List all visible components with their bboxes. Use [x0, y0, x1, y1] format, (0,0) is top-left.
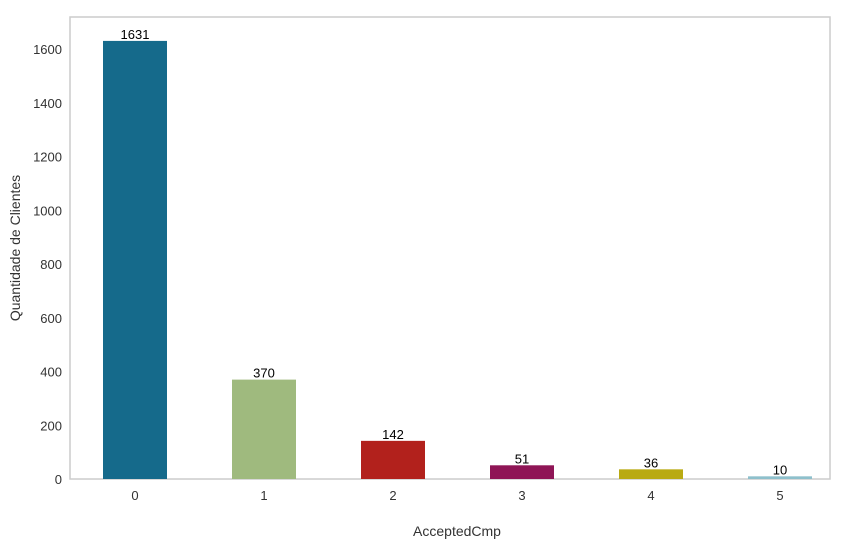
y-tick-label: 1400 [33, 96, 62, 111]
x-tick-label: 5 [776, 488, 783, 503]
y-tick-label: 200 [40, 418, 62, 433]
y-tick-label: 800 [40, 257, 62, 272]
data-label-3: 51 [515, 451, 529, 466]
bar-4 [619, 469, 683, 479]
data-label-2: 142 [382, 427, 404, 442]
bar-1 [232, 379, 296, 479]
x-tick-label: 2 [389, 488, 396, 503]
y-tick-label: 1200 [33, 150, 62, 165]
y-tick-label: 0 [55, 472, 62, 487]
y-tick-label: 1600 [33, 42, 62, 57]
y-axis-title: Quantidade de Clientes [7, 175, 23, 321]
data-labels-layer: 1631 370 142 51 36 10 [121, 27, 788, 477]
x-axis-ticks: 0 1 2 3 4 5 [131, 488, 783, 503]
x-tick-label: 3 [518, 488, 525, 503]
bar-2 [361, 440, 425, 479]
data-label-4: 36 [644, 455, 658, 470]
x-tick-label: 1 [260, 488, 267, 503]
y-tick-label: 400 [40, 365, 62, 380]
y-tick-label: 600 [40, 311, 62, 326]
data-label-5: 10 [773, 462, 787, 477]
data-label-0: 1631 [121, 27, 150, 42]
bars-layer [103, 40, 812, 479]
data-label-1: 370 [253, 366, 275, 381]
bar-5 [748, 476, 812, 479]
x-tick-label: 0 [131, 488, 138, 503]
bar-0 [103, 40, 167, 479]
bar-3 [490, 465, 554, 479]
y-axis-ticks: 0 200 400 600 800 1000 1200 1400 1600 [33, 42, 62, 487]
x-axis-title: AcceptedCmp [413, 523, 501, 539]
y-tick-label: 1000 [33, 203, 62, 218]
plot-area-frame [69, 16, 831, 480]
x-tick-label: 4 [647, 488, 654, 503]
